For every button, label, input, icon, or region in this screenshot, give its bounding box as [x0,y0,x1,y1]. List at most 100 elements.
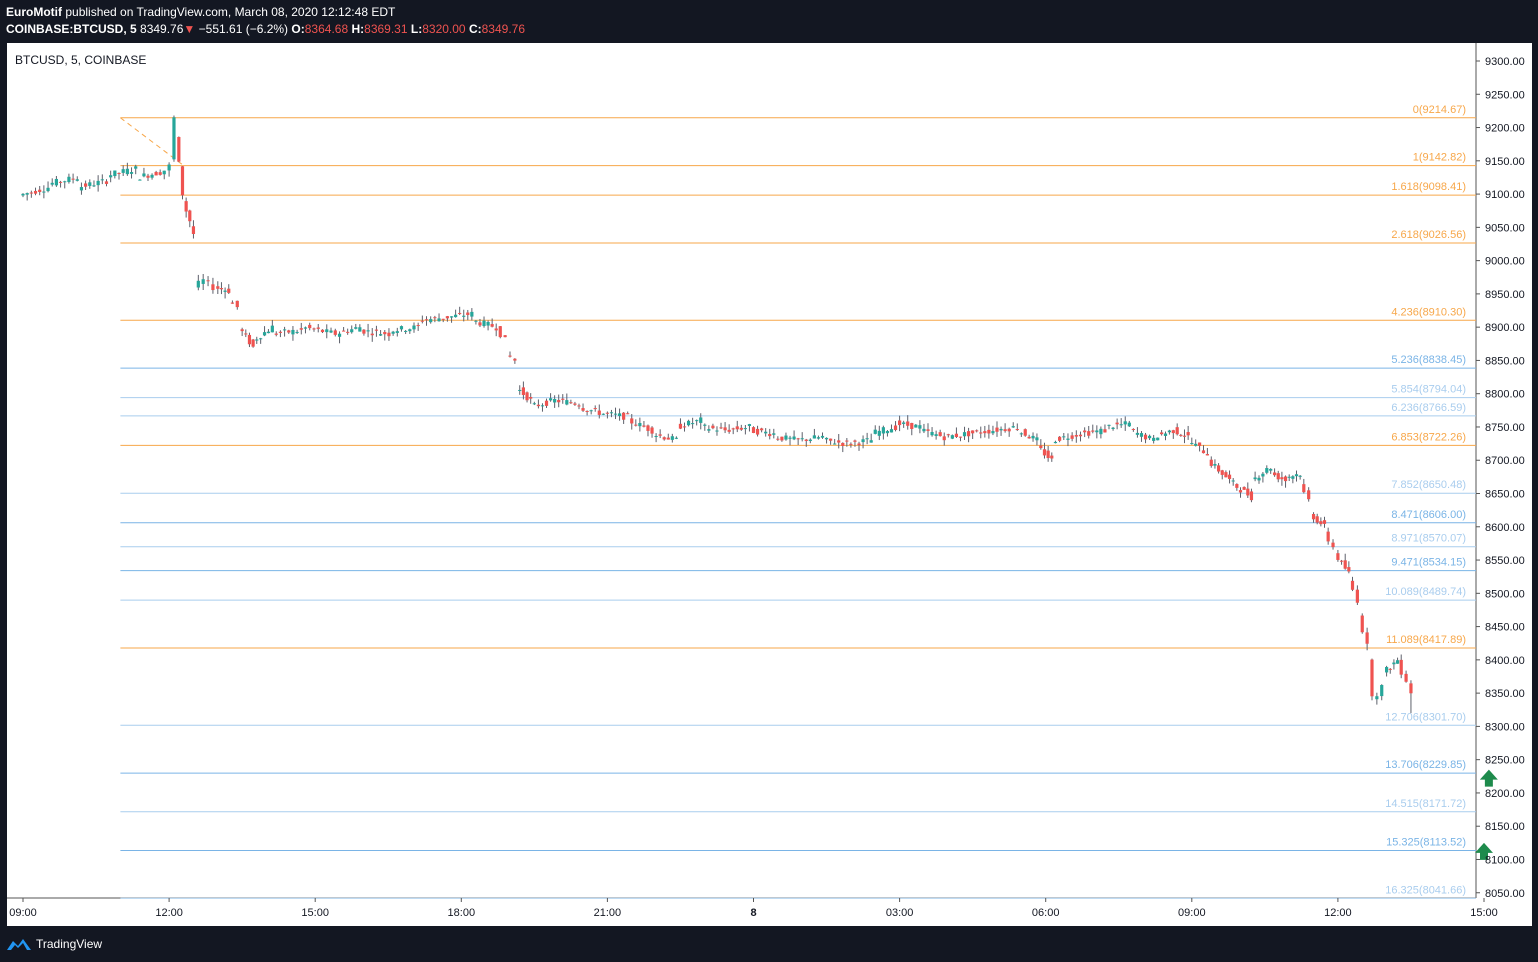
candle-body [634,424,638,426]
candle-body [662,437,666,440]
candle-body [711,425,715,429]
candle-body [88,182,92,186]
candle-body [780,436,784,441]
price-tick-label: 8850.00 [1485,355,1525,367]
candle-body [25,193,29,195]
candle-body [1355,589,1359,603]
candle-body [581,408,585,411]
markers [1475,769,1498,860]
candle-body [299,328,303,330]
price-tick-label: 8400.00 [1485,655,1525,667]
candle-body [926,429,930,431]
candle-body [529,396,533,399]
candle-body [109,175,113,178]
candle-body [755,428,760,435]
candle-body [630,418,634,424]
candle-body [646,425,650,431]
candle-body [695,420,699,422]
candle-body [829,438,833,441]
candle-body [857,443,861,446]
candle-body [433,317,437,319]
price-tick-label: 9100.00 [1485,189,1525,201]
candle-body [1216,465,1221,472]
candle-body [622,412,626,420]
fib-label: 7.852(8650.48) [1391,479,1466,491]
candle-body [84,183,88,187]
candle-body [1070,435,1074,439]
candle-body [412,325,416,330]
candle-body [991,431,995,434]
candle-body [796,438,800,440]
candle-body [686,420,691,426]
candle-body [370,333,374,336]
candle-body [650,427,654,434]
candle-body [877,430,881,436]
candle-body [342,330,346,332]
candle-body [458,312,462,314]
brand-name[interactable]: TradingView [36,937,103,951]
candle-body [1302,484,1306,493]
candle-body [804,439,808,442]
candle-body [1023,429,1027,436]
candle-body [1326,531,1330,542]
candle-body [312,328,316,330]
candle-body [1380,684,1384,697]
candle-body [1190,443,1194,445]
candle-body [1287,476,1291,478]
candle-body [1074,435,1078,437]
candle-body [1201,450,1206,454]
candle-body [270,325,274,333]
chart-title: BTCUSD, 5, COINBASE [15,53,146,67]
candle-body [79,187,84,191]
candle-body [1050,455,1054,459]
candle-body [1253,477,1257,480]
plot-area[interactable] [7,43,1476,898]
candle-body [1213,464,1217,466]
candle-body [172,117,176,160]
candle-body [71,178,75,180]
candle-body [518,389,522,391]
candle-body [1249,491,1254,501]
candle-body [358,327,362,332]
candle-body [1053,441,1058,444]
price-tick-label: 9150.00 [1485,156,1525,168]
candle-body [707,429,711,431]
candle-body [638,423,642,427]
candle-body [75,179,79,181]
tradingview-logo-icon [7,939,31,950]
candle-body [278,331,283,333]
candle-body [1375,696,1379,700]
candle-body [184,201,188,212]
price-tick-label: 9000.00 [1485,256,1525,268]
candle-body [605,412,609,414]
candle-body [206,280,210,282]
candle-body [800,438,804,440]
candle-body [1224,472,1228,478]
open-label: O: [291,22,305,36]
fib-label: 5.854(8794.04) [1391,384,1466,396]
candle-body [743,428,747,430]
candle-body [666,437,670,440]
time-axis[interactable] [7,898,1532,926]
candle-body [63,181,67,183]
candle-body [544,400,549,406]
author-name[interactable]: EuroMotif [6,5,62,19]
candle-body [682,426,687,428]
candle-body [395,331,399,333]
candle-body [788,437,792,439]
price-tick-label: 9200.00 [1485,123,1525,135]
candle-body [354,327,358,329]
candle-body [1276,473,1280,480]
candle-body [387,332,391,337]
candle-body [703,424,707,426]
fib-extension[interactable]: 0(9214.67) 1(9142.82) 1.618(9098.41) 2.618(… [120,104,1476,899]
price-axis[interactable] [1476,43,1532,898]
candle-body [946,434,950,436]
candle-body [121,169,125,173]
candle-body [21,193,25,196]
price-tick-label: 8800.00 [1485,389,1525,401]
candle-body [1231,480,1235,482]
candle-body [1339,560,1344,562]
candle-body [958,436,963,438]
